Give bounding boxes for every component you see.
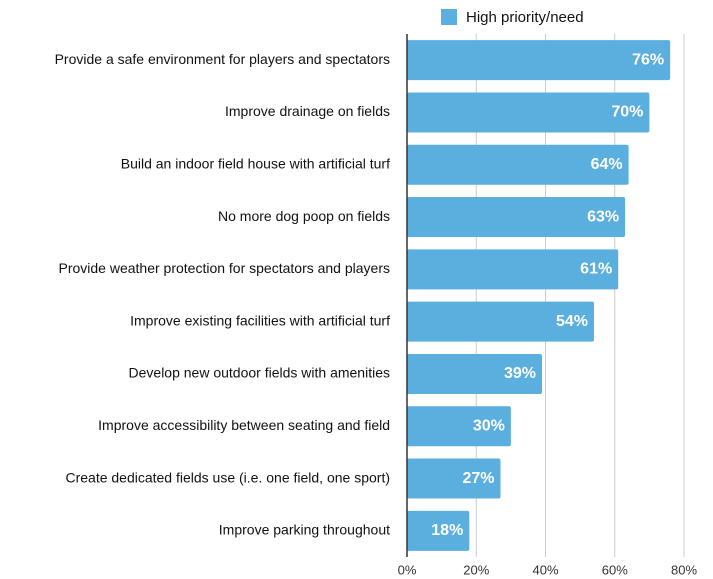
value-label: 27% [462,470,494,487]
value-label: 30% [473,417,505,434]
bar [407,301,594,342]
value-label: 64% [591,156,623,173]
category-label: Create dedicated fields use (i.e. one fi… [65,469,390,485]
bar [407,406,511,447]
bar [407,510,470,551]
category-label: Improve parking throughout [219,522,390,538]
x-tick-label: 40% [532,562,558,577]
category-label: Provide a safe environment for players a… [55,51,390,67]
bar [407,144,629,185]
category-label: No more dog poop on fields [218,208,390,224]
category-label: Improve drainage on fields [225,103,390,119]
category-label: Build an indoor field house with artific… [121,155,390,171]
bar [407,92,650,133]
category-label: Provide weather protection for spectator… [58,260,390,276]
x-tick-label: 20% [463,562,489,577]
category-label: Develop new outdoor fields with amenitie… [129,365,390,381]
value-label: 54% [556,313,588,330]
category-label: Improve existing facilities with artific… [130,312,390,328]
category-label: Improve accessibility between seating an… [98,417,390,433]
value-label: 61% [580,261,612,278]
x-tick-label: 0% [398,562,417,577]
bar [407,249,619,290]
value-label: 76% [632,51,664,68]
bar [407,458,501,499]
value-label: 63% [587,208,619,225]
bar [407,40,671,81]
value-label: 18% [431,522,463,539]
bar [407,353,543,394]
legend-swatch [441,9,457,25]
bar [407,197,626,238]
x-tick-label: 80% [671,562,697,577]
legend-label: High priority/need [466,9,584,26]
x-tick-label: 60% [602,562,628,577]
value-label: 70% [611,104,643,121]
value-label: 39% [504,365,536,382]
